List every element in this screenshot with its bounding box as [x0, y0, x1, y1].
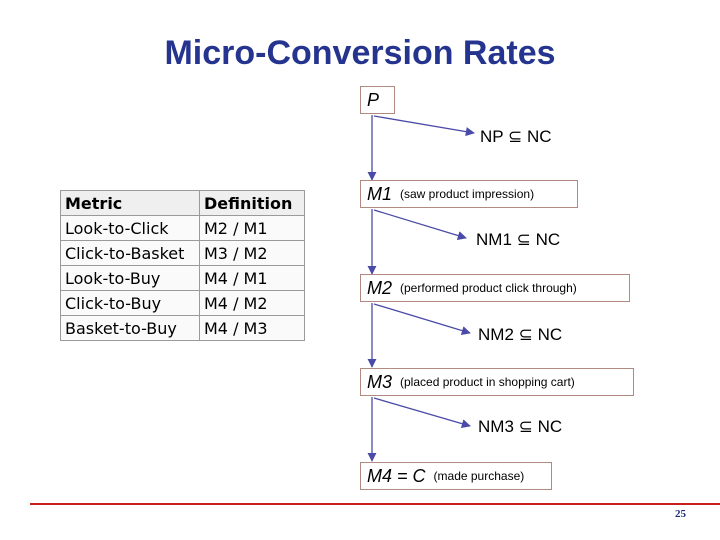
stage-m3: M3 (placed product in shopping cart) — [360, 368, 634, 396]
table-row: Click-to-Basket M3 / M2 — [60, 240, 305, 266]
stage-description: (performed product click through) — [400, 281, 577, 295]
exit-label-np: NP ⊆ NC — [480, 127, 552, 146]
metric-cell: Click-to-Buy — [60, 290, 200, 316]
arrow-exit-nm3 — [373, 397, 471, 429]
page-number: 25 — [675, 508, 686, 520]
metric-cell: Look-to-Click — [60, 215, 200, 241]
stage-label: M1 — [367, 183, 393, 204]
metric-cell: Basket-to-Buy — [60, 315, 200, 341]
stage-description: (saw product impression) — [400, 187, 535, 201]
arrow-exit-nm2 — [373, 303, 471, 335]
metric-cell: Look-to-Buy — [60, 265, 200, 291]
stage-description: (made purchase) — [433, 469, 525, 483]
header-metric: Metric — [60, 190, 200, 216]
stage-label: P — [367, 89, 380, 110]
definition-cell: M4 / M3 — [199, 315, 305, 341]
stage-m2: M2 (performed product click through) — [360, 274, 630, 302]
header-definition: Definition — [199, 190, 305, 216]
exit-label-nm1: NM1 ⊆ NC — [476, 230, 561, 249]
definition-cell: M4 / M2 — [199, 290, 305, 316]
stage-m1: M1 (saw product impression) — [360, 180, 578, 208]
table-row: Look-to-Click M2 / M1 — [60, 215, 305, 241]
slide-title: Micro-Conversion Rates — [164, 34, 556, 72]
definition-cell: M4 / M1 — [199, 265, 305, 291]
table-row: Click-to-Buy M4 / M2 — [60, 290, 305, 316]
subset-symbol: ⊆ — [518, 325, 533, 344]
table-row: Basket-to-Buy M4 / M3 — [60, 315, 305, 341]
stage-description: (placed product in shopping cart) — [400, 375, 575, 389]
metric-table: Metric Definition Look-to-Click M2 / M1 … — [60, 190, 305, 341]
arrow-exit-nm1 — [373, 209, 467, 240]
footer-divider — [30, 503, 720, 505]
arrow-exit-np — [373, 115, 475, 137]
stage-label: M2 — [367, 277, 393, 298]
table-row: Look-to-Buy M4 / M1 — [60, 265, 305, 291]
stage-label: M3 — [367, 371, 393, 392]
subset-symbol: ⊆ — [518, 417, 533, 436]
definition-cell: M2 / M1 — [199, 215, 305, 241]
stage-label: M4 = C — [367, 465, 426, 486]
exit-label-nm3: NM3 ⊆ NC — [478, 417, 563, 436]
exit-label-nm2: NM2 ⊆ NC — [478, 325, 563, 344]
subset-symbol: ⊆ — [516, 230, 531, 249]
subset-symbol: ⊆ — [508, 127, 523, 146]
stage-p: P — [360, 86, 395, 114]
definition-cell: M3 / M2 — [199, 240, 305, 266]
metric-cell: Click-to-Basket — [60, 240, 200, 266]
stage-m4: M4 = C (made purchase) — [360, 462, 552, 490]
table-header-row: Metric Definition — [60, 190, 305, 216]
